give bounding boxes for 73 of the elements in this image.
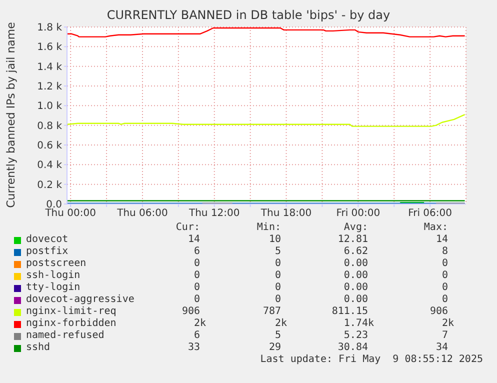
x-tick-label: Thu 06:00 [116, 208, 168, 220]
text: 10 [268, 234, 281, 245]
x-tick-label: Thu 12:00 [188, 208, 240, 220]
text: Max: [424, 222, 448, 233]
text: 5.23 [344, 330, 368, 341]
text: 0 [194, 258, 200, 269]
y-tick-label: 1.0 k [37, 101, 62, 112]
legend-label: postfix [26, 246, 68, 257]
text: Min: [256, 222, 281, 233]
text: 0.00 [344, 258, 368, 269]
text: 30.84 [338, 342, 368, 353]
legend-label: named-refused [26, 330, 104, 341]
text: Cur: [176, 222, 200, 233]
text: 0 [274, 294, 281, 305]
line-series [67, 114, 466, 127]
text: 5 [274, 246, 281, 257]
text: 29 [268, 342, 281, 353]
legend-label: nginx-limit-req [26, 306, 116, 317]
text: 0.00 [344, 294, 368, 305]
x-tick-label: Thu 00:00 [44, 208, 96, 220]
text: 33 [188, 342, 200, 353]
text: 811.15 [332, 306, 368, 317]
text: 14 [188, 234, 200, 245]
legend-label: tty-login [26, 282, 80, 293]
text: Last update: Fri May 9 08:55:12 2025 [260, 354, 483, 365]
y-axis-title: Currently banned IPs by jail name [4, 22, 18, 208]
text: 787 [262, 306, 281, 317]
text: 6 [194, 330, 200, 341]
y-tick-label: 1.6 k [37, 42, 62, 54]
text: Avg: [344, 222, 368, 233]
text: 0 [194, 294, 200, 305]
text: 0 [274, 270, 281, 281]
legend-label: nginx-forbidden [26, 318, 116, 329]
text: 0 [274, 282, 281, 293]
legend-label: postscreen [26, 258, 86, 269]
text: 6 [194, 246, 200, 257]
legend-label: ssh-login [26, 270, 80, 281]
text: 14 [436, 234, 448, 245]
text: 2k [194, 318, 206, 329]
text: 0.00 [344, 282, 368, 293]
legend-label: dovecot [26, 234, 68, 245]
y-tick-label: 0.2 k [37, 180, 62, 191]
text: 6.62 [344, 246, 368, 257]
y-tick-label: 0.8 k [37, 120, 62, 132]
text: 8 [442, 246, 448, 257]
text: 0 [274, 258, 281, 269]
text: 0 [442, 270, 448, 281]
x-tick-label: Fri 06:00 [408, 208, 452, 220]
text: 0 [442, 294, 448, 305]
text: 2k [442, 318, 454, 329]
text: 34 [436, 342, 448, 353]
legend-label: dovecot-aggressive [26, 294, 134, 305]
y-tick-label: 1.8 k [37, 22, 62, 34]
text: 0 [442, 258, 448, 269]
text: 5 [274, 330, 281, 341]
text: 0 [194, 282, 200, 293]
text: 906 [430, 306, 448, 317]
text: 2k [274, 318, 287, 329]
text: 0 [194, 270, 200, 281]
y-tick-label: 1.2 k [37, 82, 62, 93]
text: 906 [182, 306, 200, 317]
text: 12.81 [338, 234, 368, 245]
y-tick-label: 1.4 k [37, 62, 62, 73]
x-tick-label: Fri 00:00 [336, 208, 380, 220]
x-tick-label: Thu 18:00 [260, 208, 312, 220]
text: 1.74k [344, 318, 374, 329]
chart-title: CURRENTLY BANNED in DB table 'bips' - by day [106, 8, 392, 22]
legend-label: sshd [26, 342, 50, 353]
y-tick-label: 0.4 k [37, 160, 62, 172]
text: 0.00 [344, 270, 368, 281]
text: 0 [442, 282, 448, 293]
text: 7 [442, 330, 448, 341]
y-tick-label: 0.6 k [37, 140, 62, 152]
